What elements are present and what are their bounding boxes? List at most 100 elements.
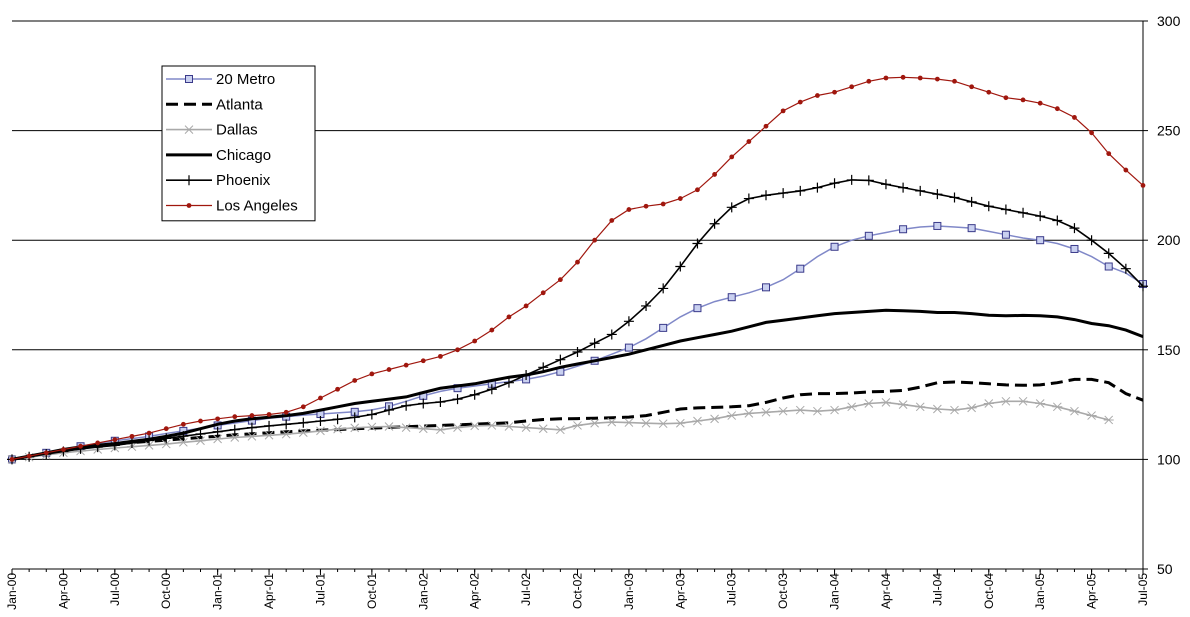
point-marker [864,231,873,240]
point-marker [898,400,909,409]
x-tick-label: Oct-01 [365,573,379,609]
legend-label-dallas: Dallas [216,122,258,139]
point-marker [832,89,837,95]
point-marker [830,242,839,251]
point-marker [606,329,617,340]
point-marker [880,398,891,407]
point-marker [966,196,977,207]
point-marker [1003,95,1009,101]
legend-item-atlanta: Atlanta [166,96,263,113]
point-marker [540,290,546,296]
point-marker [778,188,789,199]
point-marker [658,419,669,429]
point-marker [1052,402,1063,412]
x-tick-label: Jan-02 [416,573,430,610]
point-marker [829,178,840,189]
y-tick-label-150: 150 [1157,342,1181,358]
series-group [7,74,1148,465]
point-marker [300,404,306,410]
point-marker [126,437,137,448]
point-marker [1018,207,1029,218]
point-marker [880,179,891,190]
x-tick-label: Oct-00 [159,573,173,609]
x-tick-label: Jul-05 [1136,573,1150,606]
point-marker [812,406,823,416]
point-marker [969,84,975,90]
y-tick-label-200: 200 [1157,232,1181,248]
point-marker [315,426,326,436]
x-tick-label: Apr-02 [468,573,482,609]
point-marker [1069,406,1080,416]
point-marker [726,202,737,213]
point-marker [469,389,480,400]
point-marker [503,422,514,431]
y-tick-label-250: 250 [1157,123,1181,139]
point-marker [1035,211,1046,222]
point-marker [932,189,943,200]
point-marker [264,420,275,431]
point-marker [246,432,257,441]
point-marker [795,185,806,196]
point-marker [623,316,634,327]
y-tick-label-50: 50 [1157,561,1173,577]
point-marker [589,418,600,428]
point-marker [403,362,409,368]
point-marker [660,201,666,207]
point-marker [743,193,754,204]
point-marker [949,405,960,415]
point-marker [1035,399,1046,408]
point-marker [949,192,960,203]
point-marker [1069,223,1080,234]
point-marker [934,76,940,82]
point-marker [452,394,463,405]
point-marker [829,405,840,415]
point-marker [555,425,566,435]
point-marker [915,402,926,412]
point-marker [983,399,994,408]
point-marker [318,395,323,401]
point-marker [626,207,632,212]
point-marker [1106,151,1112,157]
point-marker [900,74,906,80]
point-marker [332,424,343,434]
point-marker [863,175,874,186]
point-marker [1120,263,1131,274]
point-marker [401,400,412,411]
x-tick-label: Jan-01 [211,573,225,610]
point-marker [641,300,652,311]
point-marker [352,378,358,383]
point-marker [712,172,717,177]
series-line-chicago [11,308,1144,461]
point-marker [229,424,240,435]
point-marker [780,108,786,114]
point-marker [797,99,803,105]
point-marker [729,154,735,160]
point-marker [932,404,943,414]
point-marker [198,418,203,424]
point-marker [589,338,600,349]
point-marker [1103,248,1114,259]
x-tick-label: Jul-04 [930,573,944,606]
x-tick-label: Jan-05 [1033,573,1047,610]
point-marker [506,314,512,320]
point-marker [575,259,580,265]
point-marker [743,409,754,418]
point-marker [144,435,155,446]
point-marker [401,423,412,432]
point-marker [469,421,480,431]
point-marker [335,386,340,392]
point-marker [1018,396,1029,406]
series-chicago [11,308,1144,461]
point-marker [746,139,752,144]
point-marker [503,377,514,388]
point-marker [418,424,429,434]
legend-item-dallas: Dallas [166,122,258,139]
point-marker [472,338,478,344]
point-marker [435,396,446,407]
series-atlanta [11,377,1144,461]
point-marker [178,431,189,442]
x-axis-ticks: Jan-00 Apr-00 Jul-00 Oct-00 Jan-01 Apr-01 Jul-… [5,569,1190,610]
point-marker [178,437,189,447]
point-marker [1000,204,1011,215]
point-marker [812,182,823,193]
